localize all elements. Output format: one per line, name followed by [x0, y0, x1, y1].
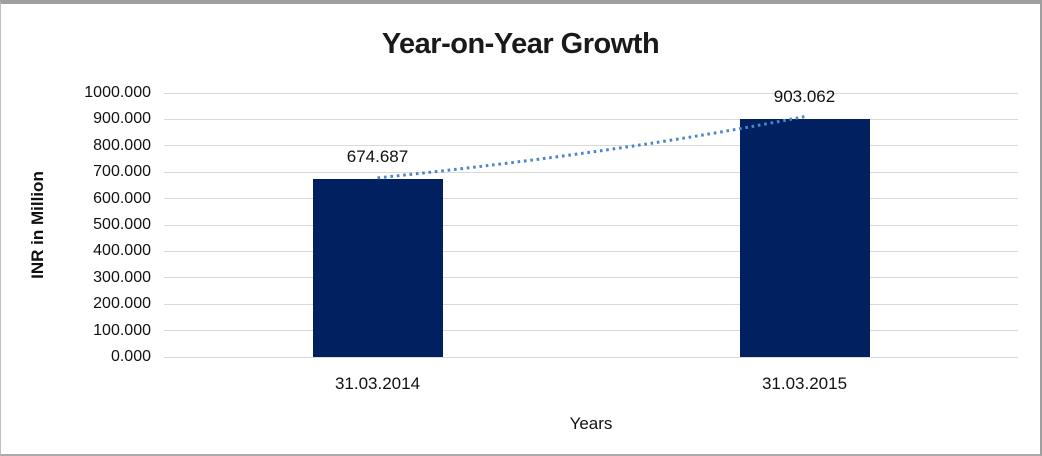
y-tick-label: 200.000 [93, 295, 151, 313]
gridline [164, 92, 1018, 94]
plot-area: 674.687 903.062 [164, 87, 1018, 358]
gridline [164, 330, 1018, 332]
data-label-2015: 903.062 [773, 86, 836, 106]
x-category-label-2014: 31.03.2014 [334, 374, 421, 393]
y-tick-label: 100.000 [93, 321, 151, 339]
y-tick-label: 500.000 [93, 216, 151, 233]
y-tick-label: 400.000 [93, 242, 151, 260]
gridline [164, 118, 1018, 120]
x-category-label-2015: 31.03.2015 [761, 374, 848, 393]
gridline [164, 198, 1018, 200]
y-tick-label: 300.000 [93, 268, 151, 286]
bar-2014[interactable] [312, 178, 443, 357]
y-tick-label: 600.000 [93, 189, 151, 207]
gridline [164, 145, 1018, 147]
gridline [164, 277, 1018, 279]
gridline [164, 171, 1018, 173]
gridline [164, 356, 1018, 358]
y-tick-label: 1000.000 [84, 84, 151, 101]
bar-2015[interactable] [739, 118, 870, 357]
data-label-2014: 674.687 [346, 146, 409, 166]
chart-title: Year-on-Year Growth [381, 28, 660, 60]
y-tick-label: 800.000 [93, 136, 151, 154]
gridline [164, 303, 1018, 305]
y-tick-label: 0.000 [110, 348, 151, 365]
gridline [164, 250, 1018, 252]
x-axis-title: Years [569, 414, 613, 433]
gridline [164, 224, 1018, 226]
y-tick-label: 700.000 [93, 163, 151, 181]
y-tick-label: 900.000 [93, 110, 151, 128]
